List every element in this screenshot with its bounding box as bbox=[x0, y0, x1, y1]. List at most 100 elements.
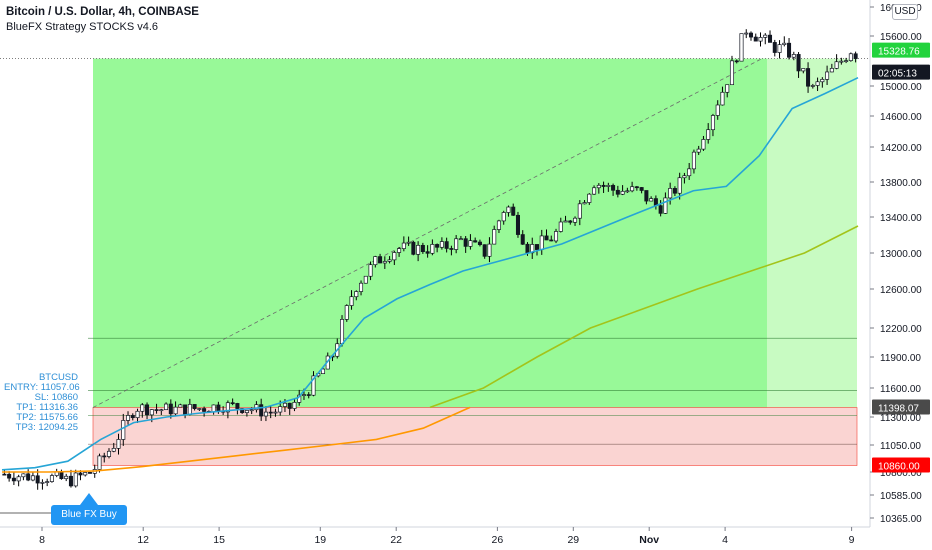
moving-average-line bbox=[2, 406, 471, 473]
info-tp2: TP2: 11575.66 bbox=[16, 412, 78, 423]
candle-body bbox=[554, 231, 559, 242]
candle-body bbox=[382, 261, 387, 264]
candle-body bbox=[30, 475, 35, 481]
candle-body bbox=[796, 54, 801, 72]
candle-body bbox=[601, 184, 606, 187]
candle-body bbox=[739, 33, 744, 62]
candle-body bbox=[168, 403, 173, 415]
candle-body bbox=[596, 184, 601, 189]
candle-body bbox=[492, 229, 497, 245]
candle-body bbox=[806, 68, 811, 87]
candle-body bbox=[7, 473, 12, 479]
candle-body bbox=[782, 42, 787, 45]
candle-body bbox=[848, 53, 853, 61]
candle-body bbox=[164, 403, 169, 411]
candle-body bbox=[768, 34, 773, 43]
candle-body bbox=[35, 475, 40, 484]
candle-body bbox=[425, 251, 430, 254]
candle-body bbox=[111, 447, 116, 452]
candle-body bbox=[68, 475, 73, 487]
candle-body bbox=[715, 104, 720, 116]
candle-body bbox=[387, 259, 392, 262]
candle-body bbox=[853, 53, 858, 59]
candle-body bbox=[135, 410, 140, 419]
candle-body bbox=[197, 408, 202, 410]
candle-body bbox=[539, 235, 544, 250]
price-tick-label: 15600.00 bbox=[880, 32, 922, 43]
candle-body bbox=[473, 240, 478, 243]
profit-zone-extension bbox=[767, 58, 857, 408]
candle-body bbox=[354, 291, 359, 298]
candle-body bbox=[311, 375, 316, 396]
candle-body bbox=[839, 60, 844, 63]
candle-body bbox=[449, 248, 454, 250]
price-tick-label: 13400.00 bbox=[880, 213, 922, 224]
buy-signal-label[interactable]: Blue FX Buy bbox=[51, 505, 127, 525]
candle-body bbox=[658, 205, 663, 214]
candle-body bbox=[506, 206, 511, 213]
candle-body bbox=[178, 404, 183, 408]
candle-body bbox=[401, 242, 406, 249]
candle-body bbox=[634, 186, 639, 189]
candle-body bbox=[40, 481, 45, 484]
time-tick-label: 8 bbox=[39, 534, 45, 546]
candle-body bbox=[49, 475, 54, 482]
candle-body bbox=[691, 151, 696, 170]
candle-body bbox=[820, 78, 825, 83]
candle-body bbox=[549, 239, 554, 242]
candle-body bbox=[349, 296, 354, 306]
candle-body bbox=[263, 411, 268, 417]
price-tick-label: 10585.00 bbox=[880, 491, 922, 502]
candle-body bbox=[829, 68, 834, 73]
candle-body bbox=[615, 189, 620, 195]
candle-body bbox=[734, 60, 739, 63]
candle-body bbox=[815, 81, 820, 86]
candle-body bbox=[729, 60, 734, 86]
candle-body bbox=[344, 305, 349, 320]
candle-body bbox=[116, 439, 121, 449]
candle-body bbox=[59, 471, 64, 480]
countdown-badge: 02:05:13 bbox=[878, 69, 917, 80]
price-tick-label: 11050.00 bbox=[880, 441, 921, 452]
candle-body bbox=[582, 202, 587, 205]
time-tick-label: 15 bbox=[213, 534, 225, 546]
candle-body bbox=[297, 394, 302, 403]
candle-body bbox=[268, 411, 273, 414]
candle-body bbox=[73, 472, 78, 487]
price-tick-label: 14600.00 bbox=[880, 112, 922, 123]
candle-body bbox=[187, 404, 192, 415]
candle-body bbox=[278, 406, 283, 413]
candle-body bbox=[149, 409, 154, 416]
candle-body bbox=[106, 450, 112, 457]
info-tp1: TP1: 11316.36 bbox=[16, 402, 78, 413]
price-tick-label: 10800.00 bbox=[880, 468, 922, 479]
candle-body bbox=[649, 198, 654, 202]
candle-body bbox=[83, 472, 88, 476]
candle-body bbox=[639, 187, 644, 191]
time-tick-label: 29 bbox=[567, 534, 579, 546]
stop-price-badge: 10860.00 bbox=[878, 462, 920, 473]
candle-body bbox=[306, 394, 311, 396]
candle-body bbox=[544, 235, 549, 241]
candle-body bbox=[411, 241, 416, 255]
candle-body bbox=[444, 241, 449, 249]
candle-body bbox=[744, 32, 749, 35]
candle-body bbox=[192, 404, 197, 410]
stop-price-badge-bg bbox=[872, 457, 930, 473]
candle-body bbox=[577, 203, 582, 219]
candle-body bbox=[359, 282, 364, 292]
candle-body bbox=[26, 473, 31, 481]
currency-button[interactable]: USD bbox=[892, 4, 918, 20]
candle-body bbox=[672, 188, 677, 194]
price-tick-label: 11900.00 bbox=[880, 353, 921, 364]
price-tick-label: 12600.00 bbox=[880, 285, 922, 296]
candle-body bbox=[225, 402, 230, 413]
candle-body bbox=[568, 220, 573, 223]
candle-body bbox=[706, 129, 711, 140]
price-tick-label: 10365.00 bbox=[880, 514, 922, 525]
candle-body bbox=[273, 411, 278, 414]
candle-body bbox=[515, 214, 520, 235]
candle-body bbox=[64, 475, 69, 480]
candle-body bbox=[439, 241, 444, 248]
